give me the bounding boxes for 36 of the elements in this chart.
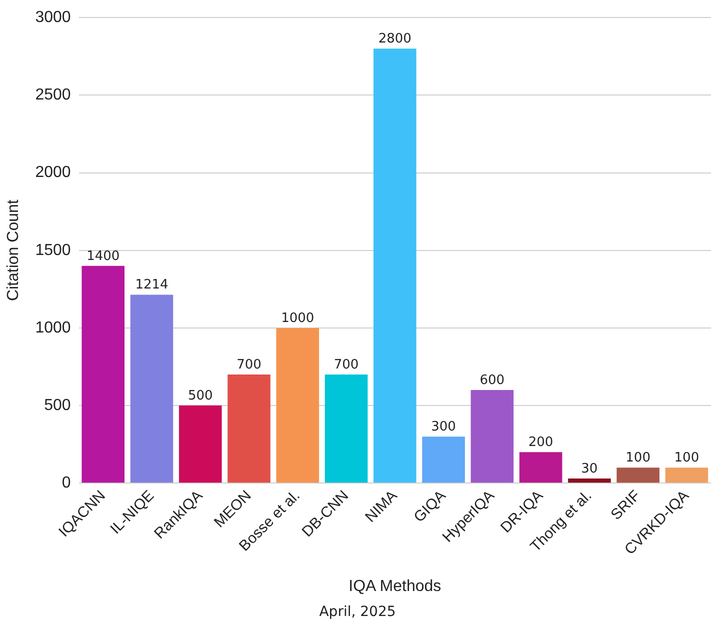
y-tick-label: 1000 (35, 319, 71, 336)
y-tick-label: 500 (44, 396, 71, 414)
y-tick-label: 0 (62, 474, 71, 492)
bar (616, 468, 660, 483)
bar (130, 294, 174, 483)
bar (470, 390, 514, 483)
data-label: 100 (674, 450, 700, 466)
y-tick-label: 3000 (35, 9, 71, 26)
bar (82, 266, 125, 483)
bar (422, 436, 465, 483)
data-label: 1400 (86, 248, 120, 264)
data-label: 700 (334, 357, 359, 372)
y-tick-label: 1500 (35, 242, 71, 259)
bar (665, 468, 708, 483)
data-label: 30 (581, 461, 598, 476)
bar (276, 328, 320, 483)
bar (519, 452, 562, 483)
data-label: 300 (431, 419, 456, 434)
y-axis-title: Citation Count (5, 199, 22, 302)
data-label: 200 (528, 434, 554, 450)
y-tick-label: 2500 (35, 86, 71, 104)
bar (228, 374, 270, 483)
data-label: 700 (236, 357, 262, 372)
data-label: 1000 (281, 310, 314, 326)
bar (324, 374, 368, 483)
data-label: 100 (626, 450, 650, 466)
bar (374, 48, 416, 483)
data-label: 600 (480, 372, 505, 388)
text: April, 2025 (318, 604, 397, 620)
y-tick-label: 2000 (35, 164, 71, 182)
data-label: 500 (188, 388, 213, 404)
x-axis-title: IQA Methods (348, 578, 442, 595)
data-label: 2800 (378, 32, 412, 47)
bar (178, 406, 222, 483)
data-label: 1214 (135, 278, 168, 293)
bar (568, 478, 611, 483)
